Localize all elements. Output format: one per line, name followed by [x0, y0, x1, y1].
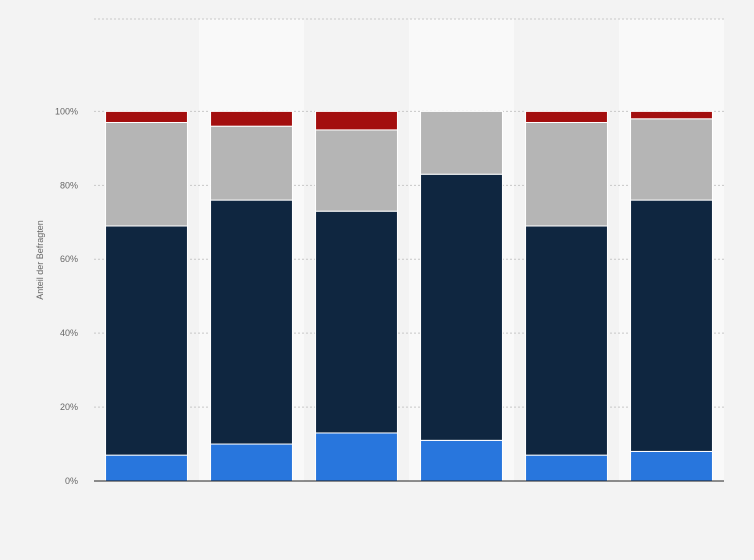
bar-stack-3	[420, 110, 503, 482]
y-axis-title: Anteil der Befragten	[35, 220, 45, 300]
bar-stack-5	[630, 110, 713, 482]
bar-segment-1-0[interactable]	[210, 443, 293, 482]
bar-segment-2-2[interactable]	[315, 129, 398, 212]
bar-segment-2-0[interactable]	[315, 432, 398, 482]
bar-segment-4-2[interactable]	[525, 121, 608, 227]
grid-lines	[94, 18, 724, 408]
bar-segment-2-3[interactable]	[315, 110, 398, 131]
y-tick-label-4: 80%	[60, 180, 78, 190]
y-tick-label-3: 60%	[60, 254, 78, 264]
bars	[105, 110, 713, 482]
bar-segment-0-3[interactable]	[105, 110, 188, 123]
bar-stack-0	[105, 110, 188, 482]
bar-segment-3-1[interactable]	[420, 173, 503, 441]
y-tick-label-1: 20%	[60, 402, 78, 412]
bar-segment-4-1[interactable]	[525, 225, 608, 456]
bar-segment-1-3[interactable]	[210, 110, 293, 127]
y-tick-label-0: 0%	[65, 476, 78, 486]
bar-segment-3-2[interactable]	[420, 110, 503, 175]
bar-segment-0-2[interactable]	[105, 121, 188, 227]
bar-segment-0-1[interactable]	[105, 225, 188, 456]
bar-segment-1-2[interactable]	[210, 125, 293, 201]
bar-segment-5-1[interactable]	[630, 199, 713, 452]
y-tick-label-5: 100%	[55, 106, 78, 116]
bar-stack-4	[525, 110, 608, 482]
bar-segment-4-0[interactable]	[525, 454, 608, 482]
bar-segment-0-0[interactable]	[105, 454, 188, 482]
bar-segment-2-1[interactable]	[315, 210, 398, 434]
bar-stack-1	[210, 110, 293, 482]
bar-segment-3-0[interactable]	[420, 439, 503, 482]
bar-segment-5-0[interactable]	[630, 450, 713, 482]
bar-segment-4-3[interactable]	[525, 110, 608, 123]
bar-segment-5-2[interactable]	[630, 118, 713, 201]
bar-segment-1-1[interactable]	[210, 199, 293, 445]
y-axis-ticks: 0% 20% 40% 60% 80% 100%	[55, 106, 78, 486]
y-tick-label-2: 40%	[60, 328, 78, 338]
bar-segment-5-3[interactable]	[630, 110, 713, 120]
bar-stack-2	[315, 110, 398, 482]
